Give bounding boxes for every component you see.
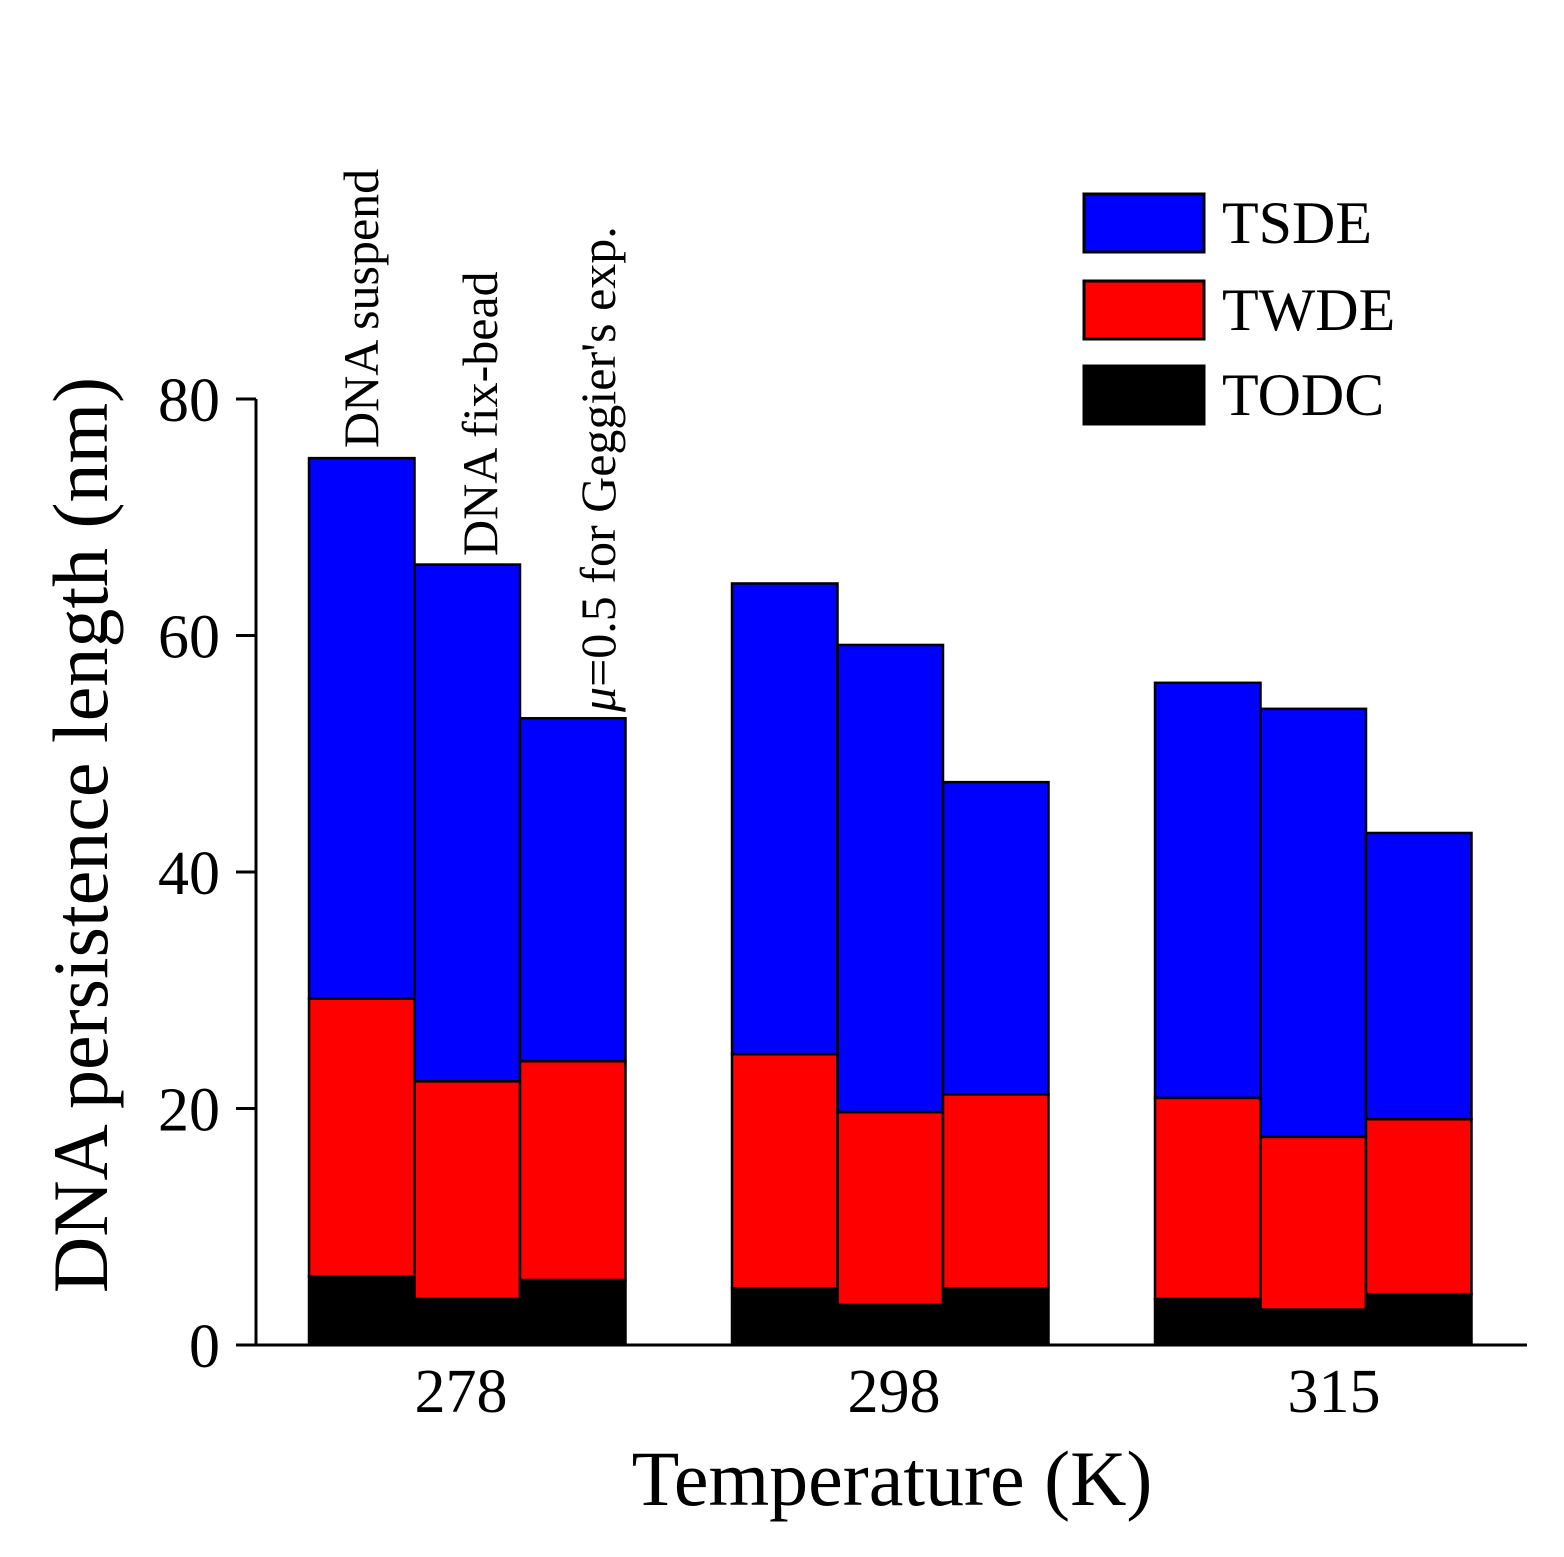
bar-tsde-315-1	[1153, 681, 1262, 1100]
bar-annotation-3: μ=0.5 for Geggier's exp.	[570, 226, 626, 713]
bar-todc-278-3	[518, 1278, 627, 1347]
legend-swatch-todc	[1082, 364, 1206, 426]
x-axis-title: Temperature (K)	[632, 1435, 1153, 1522]
bar-annotation-2: DNA fix-bead	[452, 271, 508, 556]
bar-tsde-315-2	[1259, 707, 1368, 1139]
bar-tsde-298-1	[730, 582, 839, 1056]
bar-todc-298-3	[941, 1286, 1050, 1347]
y-tick-label: 80	[158, 367, 220, 435]
bar-tsde-278-2	[413, 563, 522, 1083]
bar-twde-315-2	[1259, 1135, 1368, 1311]
bar-tsde-298-3	[941, 780, 1050, 1096]
x-tick-label: 315	[1288, 1358, 1381, 1426]
y-ticks-layer: 0 20 40 60 80	[158, 367, 256, 1381]
bar-tsde-278-1	[307, 456, 416, 1000]
bar-twde-298-2	[836, 1110, 945, 1307]
bar-todc-315-1	[1153, 1297, 1262, 1347]
bar-twde-298-3	[941, 1093, 1050, 1290]
y-tick-label: 60	[158, 604, 220, 672]
bar-twde-315-1	[1153, 1096, 1262, 1301]
y-tick-label: 40	[158, 840, 220, 908]
bar-twde-278-3	[518, 1059, 627, 1282]
bar-annotations: DNA suspend DNA fix-bead μ=0.5 for Geggier…	[333, 169, 626, 713]
legend-label-twde: TWDE	[1222, 277, 1395, 343]
bar-twde-315-3	[1364, 1117, 1473, 1296]
bar-tsde-315-3	[1364, 831, 1473, 1121]
bar-todc-315-2	[1259, 1308, 1368, 1347]
bar-tsde-278-3	[518, 717, 627, 1063]
x-tick-label: 298	[848, 1358, 941, 1426]
bar-twde-278-1	[307, 997, 416, 1278]
bars-layer	[307, 456, 1473, 1347]
legend-swatch-twde	[1082, 279, 1206, 341]
bar-todc-278-1	[307, 1275, 416, 1347]
bar-todc-315-3	[1364, 1292, 1473, 1347]
x-tick-label: 278	[415, 1358, 508, 1426]
y-tick-label: 20	[158, 1077, 220, 1145]
bar-twde-278-2	[413, 1080, 522, 1301]
legend-label-tsde: TSDE	[1222, 190, 1372, 256]
y-tick-label: 0	[189, 1313, 220, 1381]
y-axis-title: DNA persistence length (nm)	[37, 377, 124, 1293]
bar-todc-298-2	[836, 1303, 945, 1347]
legend-label-todc: TODC	[1222, 362, 1384, 428]
bar-annotation-1: DNA suspend	[333, 169, 389, 448]
x-ticks-layer: 278 298 315	[415, 1358, 1381, 1426]
bar-todc-278-2	[413, 1297, 522, 1347]
legend-swatch-tsde	[1082, 192, 1206, 254]
bar-twde-298-1	[730, 1052, 839, 1290]
legend: TSDE TWDE TODC	[1082, 190, 1395, 428]
bar-tsde-298-2	[836, 643, 945, 1114]
bar-todc-298-1	[730, 1286, 839, 1347]
